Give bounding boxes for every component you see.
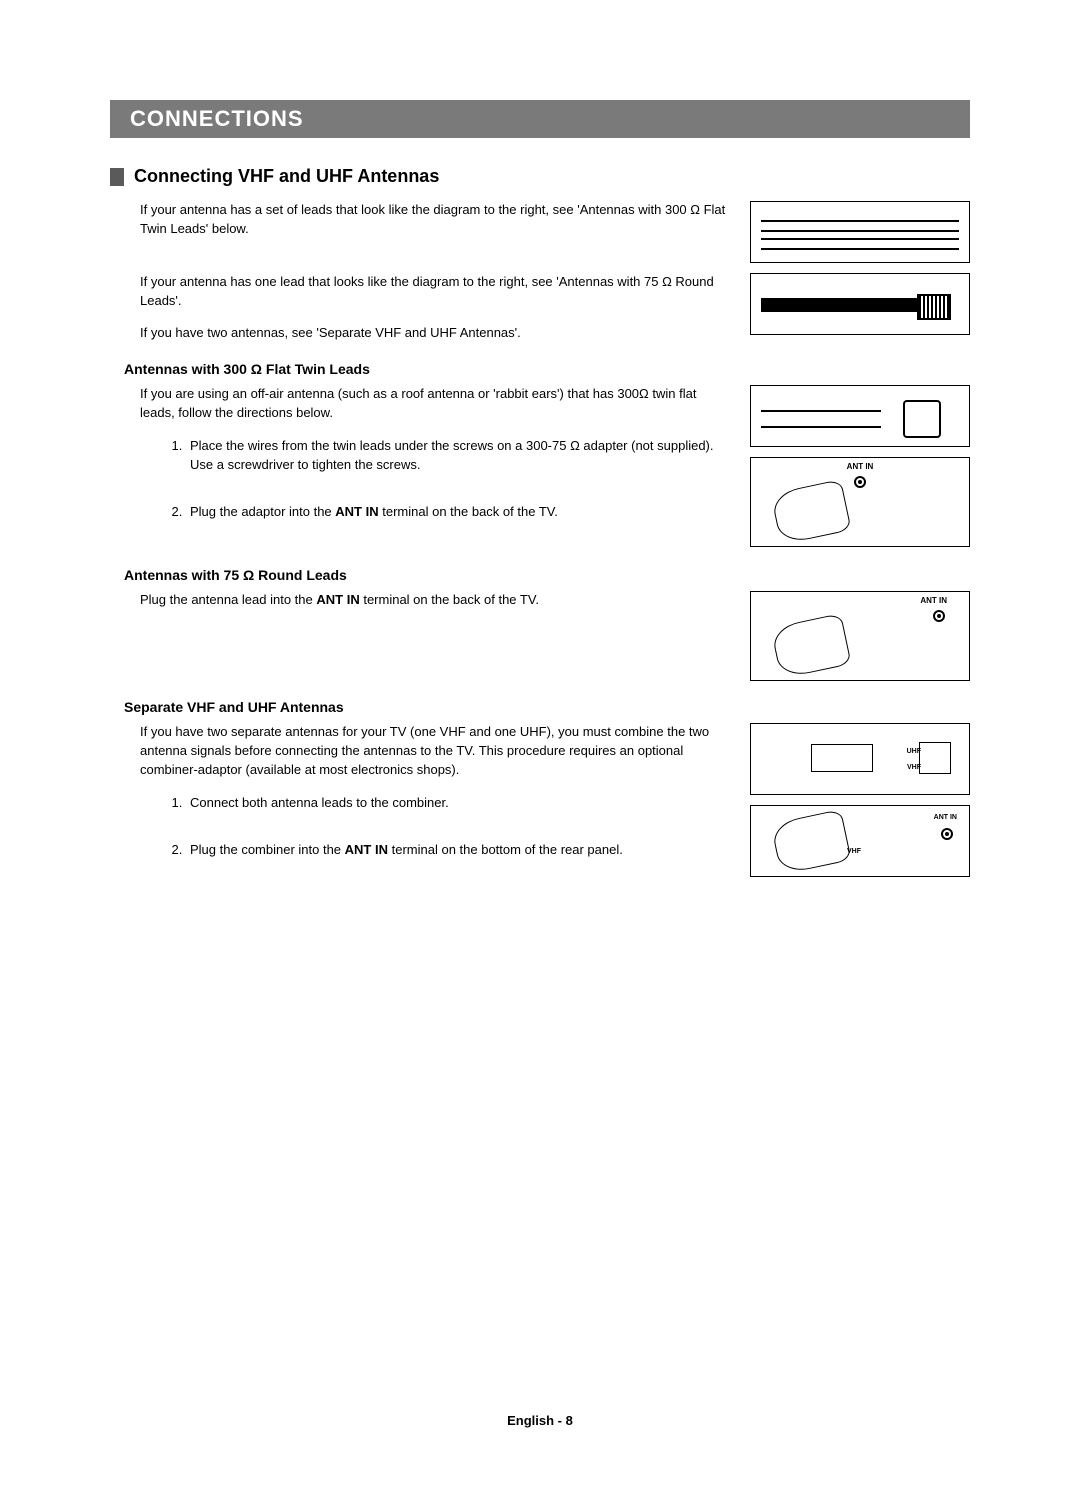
secSep-step2-post: terminal on the bottom of the rear panel… — [388, 842, 623, 857]
secSep-text: If you have two separate antennas for yo… — [110, 723, 732, 887]
sec75-bold: ANT IN — [316, 592, 359, 607]
figure-combiner: UHF VHF — [750, 723, 970, 795]
sec300-step1: Place the wires from the twin leads unde… — [186, 437, 732, 475]
label-uhf: UHF — [907, 748, 921, 755]
sec75-post: terminal on the back of the TV. — [360, 592, 539, 607]
sec300-figures: ANT IN — [750, 385, 970, 549]
sec300-steps: Place the wires from the twin leads unde… — [140, 437, 732, 522]
sec75-block: Plug the antenna lead into the ANT IN te… — [110, 591, 970, 681]
sec300-text: If you are using an off-air antenna (suc… — [110, 385, 732, 549]
sec75-body: Plug the antenna lead into the ANT IN te… — [140, 591, 732, 610]
subhead-separate: Separate VHF and UHF Antennas — [124, 699, 970, 715]
figure-ant-in-plug: ANT IN — [750, 457, 970, 547]
sec75-pre: Plug the antenna lead into the — [140, 592, 316, 607]
ant-in-jack-icon-75 — [933, 610, 945, 622]
subhead-75ohm: Antennas with 75 Ω Round Leads — [124, 567, 970, 583]
figure-flat-twin-lead — [750, 201, 970, 263]
label-vhf: VHF — [907, 764, 921, 771]
sec300-step2-post: terminal on the back of the TV. — [379, 504, 558, 519]
sec75-figures: ANT IN — [750, 591, 970, 681]
intro-p3: If you have two antennas, see 'Separate … — [140, 324, 732, 343]
label-ant-in-sep: ANT IN — [934, 814, 957, 821]
intro-figures — [750, 201, 970, 343]
ant-in-jack-icon-sep — [941, 828, 953, 840]
intro-block: If your antenna has a set of leads that … — [110, 201, 970, 343]
sec300-intro: If you are using an off-air antenna (suc… — [140, 385, 732, 423]
secSep-step2: Plug the combiner into the ANT IN termin… — [186, 841, 732, 860]
sec300-step2-bold: ANT IN — [335, 504, 378, 519]
ant-in-label: ANT IN — [847, 462, 874, 471]
subhead-300ohm: Antennas with 300 Ω Flat Twin Leads — [124, 361, 970, 377]
figure-ant-in-75: ANT IN — [750, 591, 970, 681]
secSep-step1: Connect both antenna leads to the combin… — [186, 794, 732, 813]
intro-text: If your antenna has a set of leads that … — [110, 201, 732, 343]
sec300-block: If you are using an off-air antenna (suc… — [110, 385, 970, 549]
section-title: Connecting VHF and UHF Antennas — [134, 166, 439, 187]
sec75-text: Plug the antenna lead into the ANT IN te… — [110, 591, 732, 681]
secSep-intro: If you have two separate antennas for yo… — [140, 723, 732, 780]
figure-adapter — [750, 385, 970, 447]
ant-in-jack-icon — [854, 476, 866, 488]
secSep-block: If you have two separate antennas for yo… — [110, 723, 970, 887]
sec300-step2-pre: Plug the adaptor into the — [190, 504, 335, 519]
intro-p1: If your antenna has a set of leads that … — [140, 201, 732, 239]
chapter-banner: CONNECTIONS — [110, 100, 970, 138]
figure-combiner-plug: ANT IN VHF — [750, 805, 970, 877]
page-footer: English - 8 — [0, 1413, 1080, 1428]
secSep-steps: Connect both antenna leads to the combin… — [140, 794, 732, 860]
sec300-step2: Plug the adaptor into the ANT IN termina… — [186, 503, 732, 522]
figure-coax-lead — [750, 273, 970, 335]
ant-in-label-75: ANT IN — [920, 596, 947, 605]
secSep-step2-bold: ANT IN — [345, 842, 388, 857]
section-title-row: Connecting VHF and UHF Antennas — [110, 166, 970, 187]
intro-p2: If your antenna has one lead that looks … — [140, 273, 732, 311]
secSep-step2-pre: Plug the combiner into the — [190, 842, 345, 857]
secSep-figures: UHF VHF ANT IN VHF — [750, 723, 970, 887]
bullet-square-icon — [110, 168, 124, 186]
label-vhf2: VHF — [847, 848, 861, 855]
